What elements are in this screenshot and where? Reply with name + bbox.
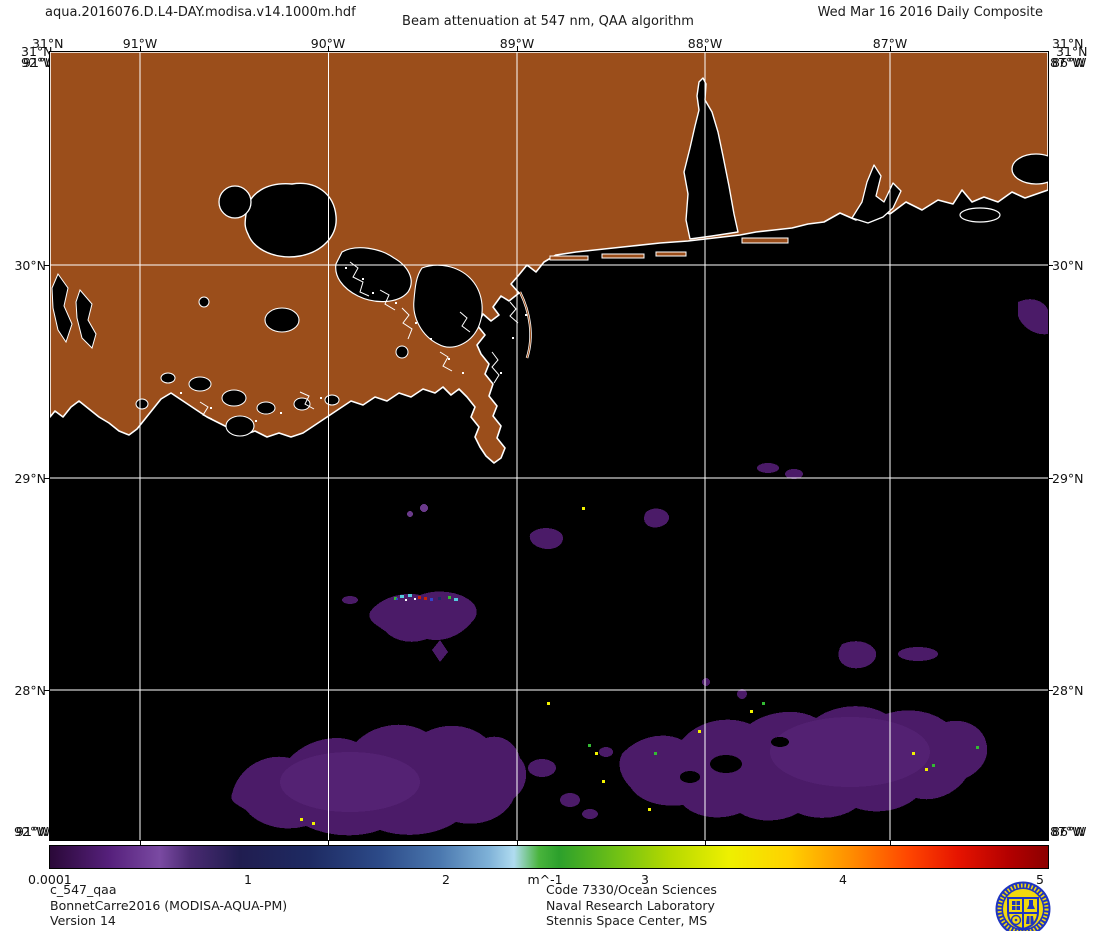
- lat-label-28n-right: 28°N: [1052, 683, 1084, 698]
- axis-tick: [44, 265, 49, 266]
- lon-label-88w: 88°W: [687, 36, 723, 51]
- axis-tick: [44, 478, 49, 479]
- colorbar-min-label: 0.0001: [28, 872, 72, 887]
- org-location: Stennis Space Center, MS: [546, 913, 708, 928]
- lat-label-30n-left: 30°N: [14, 258, 46, 273]
- org-name: Naval Research Laboratory: [546, 897, 715, 913]
- axis-tick: [705, 46, 706, 51]
- data-specks: [300, 507, 979, 825]
- lat-label-29n-right: 29°N: [1052, 471, 1084, 486]
- inland-lake: [198, 296, 210, 308]
- axis-tick: [328, 46, 329, 51]
- lat-label-30n-right: 30°N: [1052, 258, 1084, 273]
- composite-date-label: Wed Mar 16 2016 Daily Composite: [817, 5, 1043, 20]
- project-name: BonnetCarre2016 (MODISA-AQUA-PM): [50, 897, 288, 913]
- corner-lat-top-right-a: 31°N: [1052, 36, 1084, 51]
- org-code: Code 7330/Ocean Sciences: [546, 882, 717, 897]
- lon-label-90w: 90°W: [310, 36, 346, 51]
- satellite-map: [49, 51, 1049, 841]
- axis-tick: [140, 46, 141, 51]
- lake-borgne: [335, 247, 412, 303]
- colorbar-tick-5: 5: [1036, 872, 1044, 887]
- axis-tick: [517, 46, 518, 51]
- inland-lake: [51, 272, 73, 344]
- map-canvas: [50, 52, 1048, 840]
- nrl-seal-logo: [994, 880, 1052, 931]
- inland-lake: [264, 307, 300, 333]
- axis-tick: [1048, 265, 1053, 266]
- axis-tick: [890, 841, 891, 845]
- barrier-islands: [549, 237, 789, 261]
- colorbar-tick-2: 2: [442, 872, 450, 887]
- colorbar-tick-1: 1: [244, 872, 252, 887]
- forked-bay: [851, 164, 902, 224]
- axis-tick: [44, 690, 49, 691]
- coastal-lagoon: [959, 207, 1001, 223]
- colorbar-units: m^-1: [527, 872, 563, 887]
- lon-label-89w: 89°W: [499, 36, 535, 51]
- lat-label-28n-left: 28°N: [14, 683, 46, 698]
- lon-label-87w: 87°W: [872, 36, 908, 51]
- lat-label-29n-left: 29°N: [14, 471, 46, 486]
- marsh-speckles: [180, 267, 527, 422]
- chandeleur-islands-core: [519, 291, 532, 359]
- lake-maurepas: [218, 185, 252, 219]
- axis-tick: [1048, 690, 1053, 691]
- inland-lake: [75, 289, 97, 349]
- axis-tick: [328, 841, 329, 845]
- colorbar-gradient: [49, 845, 1049, 869]
- inland-lake: [395, 345, 409, 359]
- colorbar-tick-3: 3: [641, 872, 649, 887]
- product-variable-name: c_547_qaa: [50, 882, 117, 897]
- corner-lat-top-left-a: 31°N: [32, 36, 64, 51]
- plot-title: Beam attenuation at 547 nm, QAA algorith…: [402, 14, 694, 29]
- axis-tick: [140, 841, 141, 845]
- land-mass: [50, 52, 1048, 464]
- marsh-ponds: [135, 372, 340, 415]
- graticule: [50, 52, 1048, 840]
- footer-center-block: Code 7330/Ocean Sciences Naval Research …: [546, 882, 717, 929]
- marsh-channels: [199, 261, 519, 420]
- source-filename: aqua.2016076.D.L4-DAY.modisa.v14.1000m.h…: [45, 5, 356, 20]
- axis-tick: [517, 841, 518, 845]
- axis-tick: [705, 841, 706, 845]
- inland-lake: [225, 415, 255, 437]
- corner-lat-top-right-b: 31°N: [1056, 44, 1088, 59]
- axis-tick: [1048, 478, 1053, 479]
- axis-tick: [890, 46, 891, 51]
- data-patches-purple: [231, 299, 1048, 836]
- lon-label-91w: 91°W: [122, 36, 158, 51]
- lake-pontchartrain: [244, 182, 337, 258]
- delta-marsh-water: [413, 264, 483, 348]
- mobile-bay: [683, 77, 739, 240]
- right-edge-bay: [1011, 153, 1048, 185]
- footer-left-block: c_547_qaa BonnetCarre2016 (MODISA-AQUA-P…: [50, 882, 287, 929]
- colorbar-tick-4: 4: [839, 872, 847, 887]
- corner-lat-top-left-b: 31°N: [21, 44, 53, 59]
- version-label: Version 14: [50, 913, 116, 928]
